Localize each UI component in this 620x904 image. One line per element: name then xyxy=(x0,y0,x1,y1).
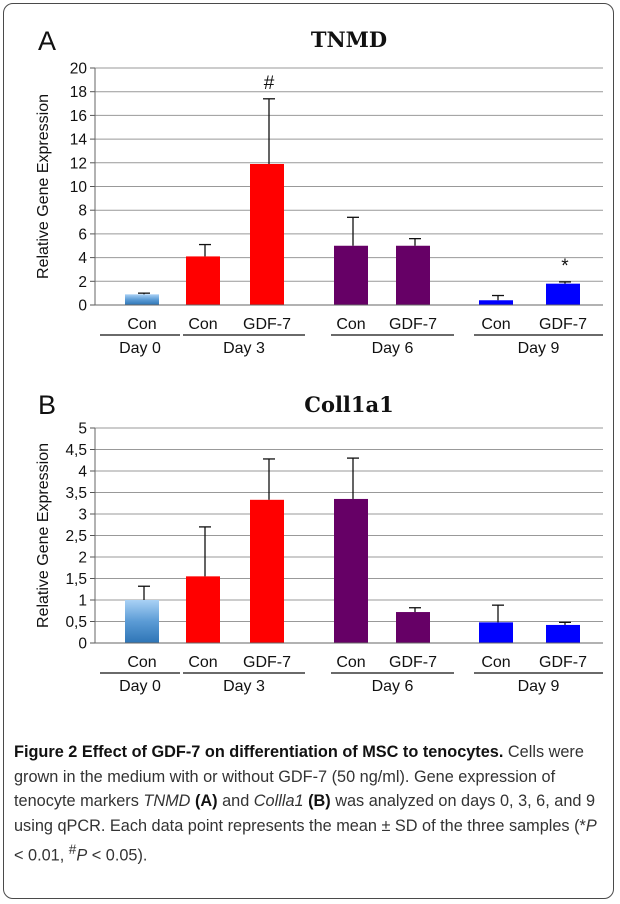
panel-a-bar xyxy=(186,256,220,305)
panel-a-ytick-label: 10 xyxy=(70,179,88,196)
panel-a-ytick-label: 16 xyxy=(70,108,87,125)
panel-b-category-label: GDF-7 xyxy=(539,654,587,671)
panel-b-letter: B xyxy=(38,390,56,420)
panel-b-ytick-label: 5 xyxy=(78,421,87,438)
caption-text-1: Cells were grown in the medium with or w… xyxy=(14,743,584,810)
panel-a-category-label: Con xyxy=(481,316,510,333)
panel-a-ytick-label: 0 xyxy=(78,298,87,315)
panel-b-ytick-label: 4 xyxy=(78,464,87,481)
panel-a-bar xyxy=(479,300,513,305)
panel-a-category-label: Con xyxy=(336,316,365,333)
panel-a-category-label: Con xyxy=(188,316,217,333)
panel-b-bar xyxy=(334,498,368,643)
panel-b-ytick-label: 4,5 xyxy=(65,442,87,459)
caption-gene-tnmd: TNMD xyxy=(143,792,191,810)
panel-a-ytick-label: 12 xyxy=(70,155,87,172)
panel-a-group-label: Day 0 xyxy=(119,340,161,357)
panel-a-bar xyxy=(396,245,430,305)
panel-a-significance-mark: * xyxy=(561,256,569,277)
caption-ref-b: (B) xyxy=(308,792,331,810)
panel-b-bar xyxy=(250,499,284,643)
panel-a-category-label: GDF-7 xyxy=(539,316,587,333)
caption-text-3: was analyzed on days 0, 3, 6, and 9 usin… xyxy=(14,792,596,835)
panel-b-ytick-label: 0 xyxy=(78,636,87,653)
panel-b-bar xyxy=(396,612,430,643)
panel-b-group-label: Day 0 xyxy=(119,678,161,695)
panel-b-group-label: Day 3 xyxy=(223,678,265,695)
panel-a-significance-mark: # xyxy=(264,73,275,94)
panel-a-bar xyxy=(546,283,580,305)
panel-a-ytick-label: 18 xyxy=(70,84,87,101)
panel-a-group-label: Day 3 xyxy=(223,340,265,357)
panel-b-category-label: Con xyxy=(336,654,365,671)
panel-a-ytick-label: 8 xyxy=(78,203,87,220)
panel-b-category-label: GDF-7 xyxy=(389,654,437,671)
panel-b-bar xyxy=(186,576,220,643)
panel-a-category-label: GDF-7 xyxy=(389,316,437,333)
caption-p-1: P xyxy=(585,816,597,835)
panel-b-group-label: Day 6 xyxy=(372,678,414,695)
panel-b-bar xyxy=(479,622,513,643)
panel-a-group-label: Day 6 xyxy=(372,340,414,357)
caption-text-4: < 0.01, xyxy=(14,846,69,865)
figure-frame xyxy=(3,3,614,899)
panel-b-bar xyxy=(125,600,159,643)
panel-a-category-label: GDF-7 xyxy=(243,316,291,333)
panel-b-bar xyxy=(546,624,580,643)
panel-a-ytick-label: 6 xyxy=(78,226,87,243)
panel-b-category-label: Con xyxy=(188,654,217,671)
panel-b-ytick-label: 1,5 xyxy=(65,571,87,588)
panel-b-category-label: GDF-7 xyxy=(243,654,291,671)
panel-a-bar xyxy=(250,163,284,305)
panel-b-ytick-label: 2,5 xyxy=(65,528,87,545)
panel-a-group-label: Day 9 xyxy=(518,340,560,357)
panel-b-ylabel: Relative Gene Expression xyxy=(35,443,52,628)
panel-a-bar xyxy=(334,245,368,305)
panel-b-ytick-label: 3 xyxy=(78,507,87,524)
panel-a-ytick-label: 14 xyxy=(70,132,88,149)
figure-caption: Figure 2 Effect of GDF-7 on differentiat… xyxy=(14,740,604,868)
panel-b-category-label: Con xyxy=(481,654,510,671)
panel-a-title: TNMD xyxy=(311,27,387,52)
caption-text-2: and xyxy=(217,792,254,810)
caption-gene-collla1: Collla1 xyxy=(253,792,304,810)
caption-hash: # xyxy=(68,842,77,857)
panel-b-title: Coll1a1 xyxy=(304,392,394,417)
panel-b-ytick-label: 3,5 xyxy=(65,485,87,502)
panel-a-letter: A xyxy=(38,26,56,56)
panel-b-ytick-label: 1 xyxy=(78,593,87,610)
caption-p-2: P xyxy=(76,846,88,865)
caption-text-5: < 0.05). xyxy=(87,846,148,865)
panel-a-ytick-label: 2 xyxy=(78,274,87,291)
panel-a-bar xyxy=(125,294,159,305)
panel-b-category-label: Con xyxy=(127,654,156,671)
panel-b-group-label: Day 9 xyxy=(518,678,560,695)
panel-a-ytick-label: 4 xyxy=(78,250,87,267)
caption-label: Figure 2 Effect of GDF-7 on differentiat… xyxy=(14,743,504,761)
panel-a-ytick-label: 20 xyxy=(70,61,88,78)
panel-b-ytick-label: 2 xyxy=(78,550,87,567)
panel-a-ylabel: Relative Gene Expression xyxy=(35,94,52,279)
panel-b-ytick-label: 0,5 xyxy=(65,614,87,631)
panel-a-category-label: Con xyxy=(127,316,156,333)
caption-ref-a: (A) xyxy=(194,792,218,810)
